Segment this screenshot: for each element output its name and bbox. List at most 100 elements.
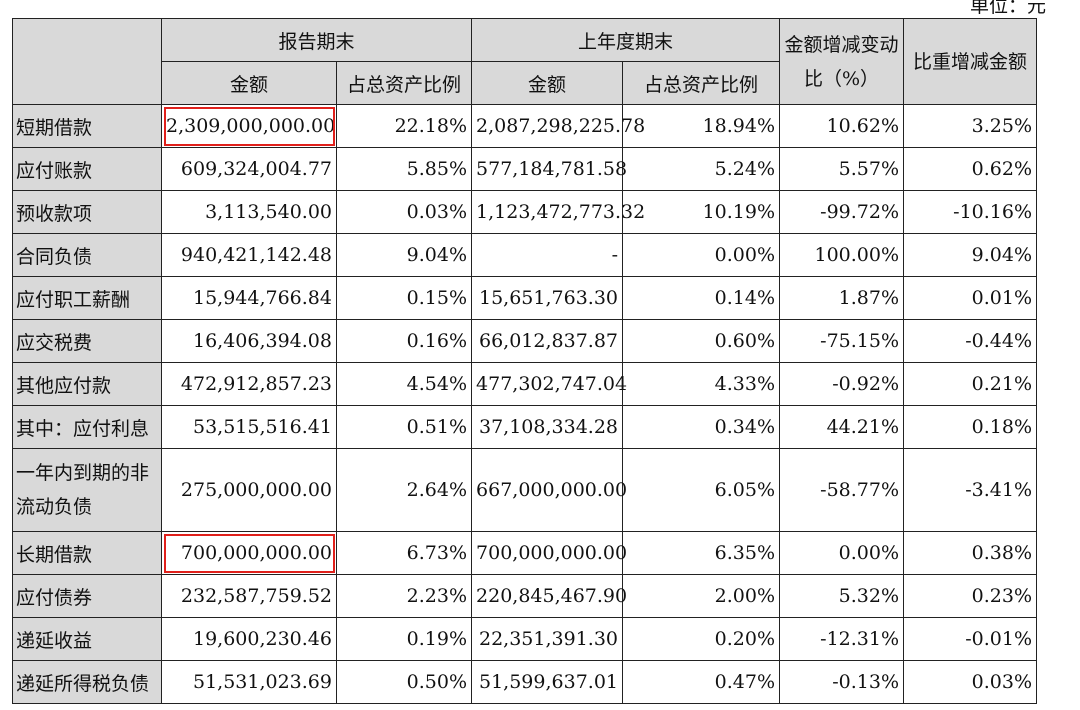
unit-label: 单位：元	[969, 0, 1046, 17]
weight-change-cell: -0.01%	[903, 617, 1038, 661]
prior-ratio-cell: 10.19%	[622, 190, 781, 234]
current-ratio-cell: 2.64%	[335, 448, 473, 532]
prior-amount-cell: 15,651,763.30	[471, 276, 624, 320]
prior-ratio-cell: 18.94%	[622, 104, 781, 148]
change-ratio-cell: 10.62%	[779, 104, 905, 148]
change-ratio-cell: 1.87%	[779, 276, 905, 320]
table-row: 应付债券 232,587,759.52 2.23% 220,845,467.90 2.0…	[12, 574, 1038, 618]
change-ratio-cell: -0.13%	[779, 660, 905, 704]
weight-change-cell: 0.18%	[903, 405, 1038, 449]
table-row: 应付账款 609,324,004.77 5.85% 577,184,781.58 5.2…	[12, 147, 1038, 191]
row-label: 应付债券	[12, 574, 162, 618]
weight-change-cell: 0.03%	[903, 660, 1038, 704]
row-label: 长期借款	[12, 531, 162, 575]
current-amount-cell: 609,324,004.77	[161, 147, 337, 191]
table-row: 应交税费 16,406,394.08 0.16% 66,012,837.87 0.60%…	[12, 319, 1038, 363]
prior-ratio-cell: 0.60%	[622, 319, 781, 363]
current-amount-cell: 3,113,540.00	[161, 190, 337, 234]
prior-ratio-cell: 0.34%	[622, 405, 781, 449]
row-label: 一年内到期的非流动负债	[12, 448, 162, 532]
change-ratio-cell: 44.21%	[779, 405, 905, 449]
current-amount-cell: 232,587,759.52	[161, 574, 337, 618]
table-row: 一年内到期的非流动负债 275,000,000.00 2.64% 667,000,00…	[12, 448, 1038, 532]
current-ratio-cell: 0.15%	[335, 276, 473, 320]
liabilities-table: 报告期末 上年度期末 金额增减变动比（%） 比重增减金额 金额 占总资产比例 金…	[12, 18, 1038, 704]
change-ratio-cell: -58.77%	[779, 448, 905, 532]
current-amount-cell: 2,309,000,000.00	[161, 104, 337, 148]
row-label: 预收款项	[12, 190, 162, 234]
weight-change-cell: -10.16%	[903, 190, 1038, 234]
current-amount-cell: 940,421,142.48	[161, 233, 337, 277]
row-label: 合同负债	[12, 233, 162, 277]
row-label: 短期借款	[12, 104, 162, 148]
current-ratio-cell: 0.16%	[335, 319, 473, 363]
row-label: 其他应付款	[12, 362, 162, 406]
current-ratio-cell: 9.04%	[335, 233, 473, 277]
change-ratio-cell: -99.72%	[779, 190, 905, 234]
change-ratio-cell: -0.92%	[779, 362, 905, 406]
table-row: 递延所得税负债 51,531,023.69 0.50% 51,599,637.01 0.…	[12, 660, 1038, 704]
change-ratio-cell: 0.00%	[779, 531, 905, 575]
weight-change-cell: -0.44%	[903, 319, 1038, 363]
header-change-ratio: 金额增减变动比（%）	[779, 18, 905, 105]
current-amount-cell: 472,912,857.23	[161, 362, 337, 406]
prior-amount-cell: 22,351,391.30	[471, 617, 624, 661]
prior-ratio-cell: 0.14%	[622, 276, 781, 320]
current-amount-cell: 51,531,023.69	[161, 660, 337, 704]
table-row: 短期借款 2,309,000,000.00 22.18% 2,087,298,225.…	[12, 104, 1038, 148]
prior-amount-cell: 51,599,637.01	[471, 660, 624, 704]
change-ratio-cell: 100.00%	[779, 233, 905, 277]
table-row: 应付职工薪酬 15,944,766.84 0.15% 15,651,763.30 0.1…	[12, 276, 1038, 320]
current-amount-cell: 275,000,000.00	[161, 448, 337, 532]
prior-amount-cell: 66,012,837.87	[471, 319, 624, 363]
row-label: 递延所得税负债	[12, 660, 162, 704]
prior-amount-cell: 700,000,000.00	[471, 531, 627, 575]
table-row: 合同负债 940,421,142.48 9.04% -0.00% 100.00% 9.04…	[12, 233, 1038, 277]
current-amount-cell: 53,515,516.41	[161, 405, 337, 449]
row-label: 应付职工薪酬	[12, 276, 162, 320]
header-current-period: 报告期末	[160, 18, 473, 62]
prior-amount-cell: -	[471, 233, 624, 277]
prior-amount-cell: 2,087,298,225.78	[471, 104, 645, 148]
current-amount-cell: 15,944,766.84	[161, 276, 337, 320]
current-ratio-cell: 2.23%	[335, 574, 473, 618]
table-row: 预收款项 3,113,540.00 0.03% 1,123,472,773.32 10.…	[12, 190, 1038, 234]
header-corner	[12, 18, 162, 105]
prior-ratio-cell: 2.00%	[622, 574, 781, 618]
row-label: 其中：应付利息	[12, 405, 162, 449]
current-ratio-cell: 22.18%	[335, 104, 473, 148]
header-prior-amount: 金额	[471, 61, 624, 105]
prior-ratio-cell: 6.05%	[622, 448, 781, 532]
current-amount-cell: 19,600,230.46	[161, 617, 337, 661]
current-ratio-cell: 0.51%	[335, 405, 473, 449]
weight-change-cell: 0.01%	[903, 276, 1038, 320]
weight-change-cell: 0.38%	[903, 531, 1038, 575]
header-weight-change: 比重增减金额	[903, 18, 1038, 105]
prior-amount-cell: 1,123,472,773.32	[471, 190, 645, 234]
prior-amount-cell: 667,000,000.00	[471, 448, 627, 532]
table-row: 递延收益 19,600,230.46 0.19% 22,351,391.30 0.20%…	[12, 617, 1038, 661]
weight-change-cell: -3.41%	[903, 448, 1038, 532]
current-ratio-cell: 6.73%	[335, 531, 473, 575]
prior-amount-cell: 220,845,467.90	[471, 574, 627, 618]
header-current-ratio: 占总资产比例	[335, 61, 473, 105]
current-ratio-cell: 4.54%	[335, 362, 473, 406]
prior-amount-cell: 577,184,781.58	[471, 147, 627, 191]
current-ratio-cell: 0.03%	[335, 190, 473, 234]
prior-ratio-cell: 5.24%	[622, 147, 781, 191]
prior-ratio-cell: 4.33%	[622, 362, 781, 406]
row-label: 应付账款	[12, 147, 162, 191]
prior-amount-cell: 37,108,334.28	[471, 405, 624, 449]
change-ratio-cell: 5.57%	[779, 147, 905, 191]
header-current-amount: 金额	[161, 61, 337, 105]
table-row: 其中：应付利息 53,515,516.41 0.51% 37,108,334.28 0.…	[12, 405, 1038, 449]
current-amount-cell: 16,406,394.08	[161, 319, 337, 363]
change-ratio-cell: 5.32%	[779, 574, 905, 618]
weight-change-cell: 0.23%	[903, 574, 1038, 618]
prior-ratio-cell: 6.35%	[622, 531, 781, 575]
current-ratio-cell: 5.85%	[335, 147, 473, 191]
header-prior-period: 上年度期末	[471, 18, 781, 62]
prior-amount-cell: 477,302,747.04	[471, 362, 627, 406]
weight-change-cell: 0.62%	[903, 147, 1038, 191]
row-label: 应交税费	[12, 319, 162, 363]
